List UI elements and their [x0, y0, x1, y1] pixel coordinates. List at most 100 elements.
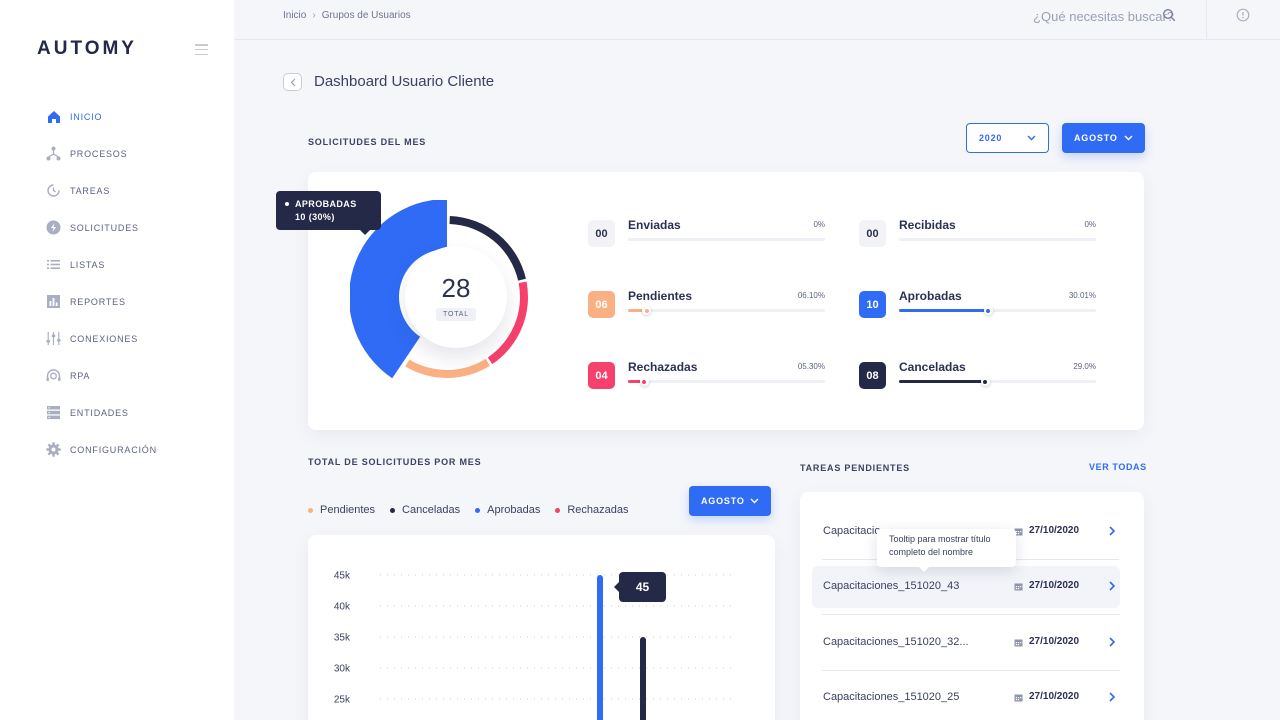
chevron-right-icon[interactable] [1108, 525, 1116, 537]
legend-item-pendientes[interactable]: Pendientes [308, 504, 375, 516]
month-select[interactable]: AGOSTO [1062, 123, 1145, 153]
list-icon [46, 257, 61, 272]
chevron-down-icon [1027, 135, 1036, 141]
chevron-down-icon [1124, 135, 1133, 141]
stat-recibidas[interactable]: 00 Recibidas 0% [859, 218, 1096, 250]
calendar-icon [1014, 528, 1023, 536]
task-row[interactable]: Capacitaciones_151020_32... 27/10/2020 [812, 622, 1120, 664]
sidebar-item-solicitudes[interactable]: SOLICITUDES [0, 209, 234, 246]
donut-segment-aprobadas[interactable] [350, 200, 447, 379]
stat-name: Enviadas [628, 218, 681, 232]
status-donut-chart[interactable] [350, 200, 545, 390]
automy-logo[interactable]: AUTOMY [37, 38, 137, 59]
bar-value-tooltip: 45 [614, 572, 666, 602]
sidebar-item-conexiones[interactable]: CONEXIONES [0, 320, 234, 357]
stat-progress-track [899, 377, 1096, 386]
stat-count-badge: 00 [588, 220, 615, 247]
stat-count-badge: 00 [859, 220, 886, 247]
task-name-tooltip: Tooltip para mostrar título completo del… [877, 529, 1016, 572]
sidebar-item-label: LISTAS [70, 259, 106, 270]
legend-label: Canceladas [402, 504, 461, 516]
legend-dot [475, 507, 481, 513]
page-title: Dashboard Usuario Cliente [314, 73, 495, 90]
sliders-icon [46, 331, 61, 346]
year-select[interactable]: 2020 [966, 123, 1049, 153]
breadcrumb-grupos[interactable]: Grupos de Usuarios [321, 10, 411, 21]
stat-aprobadas[interactable]: 10 Aprobadas 30.01% [859, 289, 1096, 321]
stat-enviadas[interactable]: 00 Enviadas 0% [588, 218, 825, 250]
sidebar-item-entidades[interactable]: ENTIDADES [0, 394, 234, 431]
monthly-section-title: TOTAL DE SOLICITUDES POR MES [308, 457, 482, 467]
search-input[interactable] [994, 5, 1174, 27]
search-icon[interactable] [1162, 8, 1176, 22]
topbar: Inicio › Grupos de Usuarios [234, 0, 1280, 40]
chart-legend: Pendientes Canceladas Aprobadas Rechazad… [308, 504, 629, 516]
stat-progress-knob[interactable] [642, 306, 652, 315]
breadcrumb-inicio[interactable]: Inicio [283, 10, 307, 21]
sidebar-item-label: CONFIGURACIÓN [70, 444, 157, 455]
stat-percent: 29.0% [1073, 362, 1096, 371]
stat-count-badge: 06 [588, 291, 615, 318]
stat-percent: 30.01% [1068, 291, 1096, 300]
stat-progress-track [628, 238, 825, 241]
sidebar-item-procesos[interactable]: PROCESOS [0, 135, 234, 172]
stat-count-badge: 08 [859, 362, 886, 389]
donut-segment-canceladas[interactable] [449, 216, 526, 281]
stat-pendientes[interactable]: 06 Pendientes 06.10% [588, 289, 825, 321]
donut-segment-rechazadas[interactable] [487, 281, 528, 365]
menu-icon[interactable] [195, 44, 208, 55]
sidebar-item-label: REPORTES [70, 296, 126, 307]
stat-progress-track [628, 377, 825, 386]
sidebar-item-tareas[interactable]: TAREAS [0, 172, 234, 209]
task-row[interactable]: Capacitaciones_151020_25 27/10/2020 [812, 677, 1120, 719]
sidebar-item-label: CONEXIONES [70, 333, 139, 344]
sidebar-nav: INICIO PROCESOS TAREAS SOLICITUDES LISTA… [0, 98, 234, 468]
view-all-tasks-link[interactable]: VER TODAS [1089, 462, 1147, 472]
task-name: Capacitaciones_151020_32... [823, 636, 969, 648]
chevron-right-icon[interactable] [1108, 580, 1116, 592]
donut-segment-pendientes[interactable] [405, 358, 490, 378]
sidebar-item-listas[interactable]: LISTAS [0, 246, 234, 283]
sidebar-item-inicio[interactable]: INICIO [0, 98, 234, 135]
sidebar-item-reportes[interactable]: REPORTES [0, 283, 234, 320]
legend-item-canceladas[interactable]: Canceladas [390, 504, 460, 516]
chart-month-select[interactable]: AGOSTO [689, 486, 771, 516]
sidebar-item-rpa[interactable]: RPA [0, 357, 234, 394]
month-select-value: AGOSTO [1074, 133, 1118, 143]
task-row[interactable]: Capacitaciones_151020_43 27/10/2020 [812, 566, 1120, 608]
back-button[interactable] [283, 73, 302, 91]
task-row[interactable]: Capacitacio 27/10/2020 [812, 511, 1120, 553]
tasks-icon [46, 183, 61, 198]
stat-canceladas[interactable]: 08 Canceladas 29.0% [859, 360, 1096, 392]
help-icon[interactable] [1236, 8, 1250, 22]
legend-item-rechazadas[interactable]: Rechazadas [555, 504, 629, 516]
stat-percent: 05.30% [797, 362, 825, 371]
stat-rechazadas[interactable]: 04 Rechazadas 05.30% [588, 360, 825, 392]
gear-icon [46, 442, 61, 457]
sidebar-item-label: RPA [70, 370, 91, 381]
task-divider [822, 614, 1119, 615]
stat-percent: 0% [1084, 220, 1096, 229]
chevron-right-icon[interactable] [1108, 636, 1116, 648]
stat-name: Pendientes [628, 289, 693, 303]
sidebar-item-configuracion[interactable]: CONFIGURACIÓN [0, 431, 234, 468]
legend-item-aprobadas[interactable]: Aprobadas [475, 504, 540, 516]
sidebar-item-label: TAREAS [70, 185, 111, 196]
chevron-right-icon[interactable] [1108, 691, 1116, 703]
stat-progress-knob[interactable] [980, 377, 990, 386]
tooltip-value: 10 (30%) [295, 212, 335, 222]
stat-count-badge: 04 [588, 362, 615, 389]
stat-progress-knob[interactable] [983, 306, 993, 315]
breadcrumb-separator-icon: › [312, 10, 316, 21]
legend-dot [390, 507, 396, 513]
topbar-divider [1206, 0, 1207, 40]
stat-progress-fill [628, 309, 647, 312]
stat-progress-knob[interactable] [639, 377, 649, 386]
legend-dot [308, 507, 313, 513]
database-icon [46, 405, 61, 420]
stat-percent: 0% [813, 220, 825, 229]
task-name: Capacitacio [823, 525, 881, 537]
sidebar-item-label: ENTIDADES [70, 407, 129, 418]
sidebar: AUTOMY INICIO PROCESOS TAREAS SOLICITUDE… [0, 0, 234, 720]
year-select-value: 2020 [979, 133, 1003, 143]
